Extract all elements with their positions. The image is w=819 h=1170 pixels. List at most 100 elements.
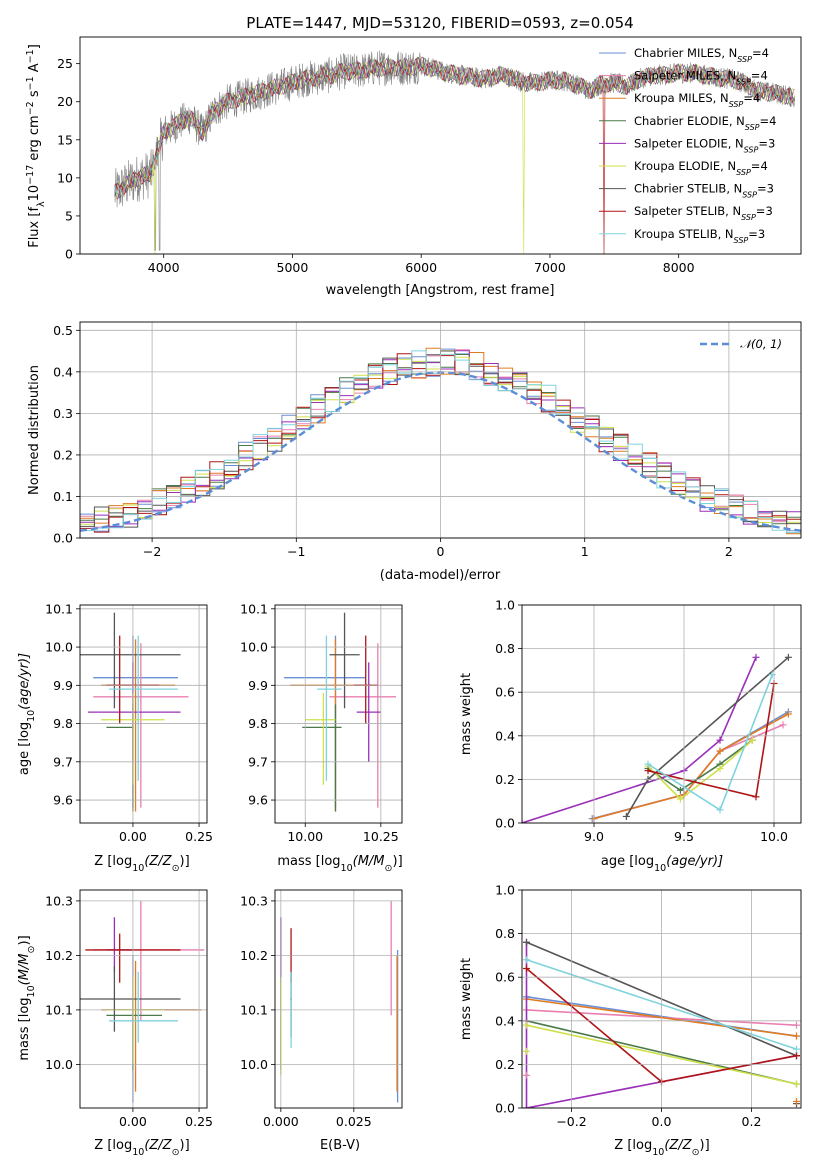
data-point [322,718,325,721]
x-axis-label-part: (Z/Z [664,1138,692,1153]
legend-nssp-sub: SSP [741,213,756,222]
y-tick-label: 10.1 [45,1002,73,1017]
x-tick-label: 10.00 [287,829,323,844]
x-tick-label: 5000 [277,260,309,275]
legend-entry: Salpeter MILES, NSSP=4 [634,69,768,87]
weight-line [522,656,757,823]
legend-nssp-sub: SSP [744,145,759,154]
y-axis-label-part: mass [log [17,997,32,1060]
axes-frame [79,321,802,539]
y-tick-label: 0.4 [53,364,73,379]
x-tick-label: 10.25 [363,829,399,844]
legend-entry: Kroupa ELODIE, NSSP=4 [634,159,768,177]
x-axis-label-part: 10 [132,863,144,874]
data-point [325,688,328,691]
x-tick-label: −2 [143,544,161,559]
legend-entry: Salpeter STELIB, NSSP=3 [634,204,773,222]
y-tick-label: 9.8 [53,716,73,731]
y-tick-label: 0.0 [495,1101,515,1116]
legend-nssp-sub: SSP [745,122,760,131]
legend-nssp-eq: = [757,182,767,196]
y-tick-label: 0.2 [495,1057,515,1072]
x-tick-label: 0.000 [263,1114,299,1129]
x-axis-label: mass [log10(M/M⊙)] [277,854,402,874]
weight-line [593,713,789,820]
x-tick-label: 4000 [148,260,180,275]
y-axis-label-part: ⊙ [26,946,37,954]
x-tick-label: 0 [437,544,445,559]
y-tick-label: 10.1 [240,1002,268,1017]
x-axis-label: E(B-V) [320,1138,360,1153]
y-tick-label: 15 [57,132,73,147]
legend-nssp-value: 4 [760,69,767,83]
y-tick-label: 0.4 [495,728,515,743]
axes-frame [79,36,802,255]
y-axis-label-part: )] [17,935,32,945]
model-spectrum [114,58,795,198]
x-tick-label: 0.25 [185,1114,213,1129]
x-tick-label: 1 [581,544,589,559]
y-tick-label: 0.0 [53,531,73,546]
legend-nssp-label: , N [713,91,729,105]
spectrum-axes-plot-area [114,50,795,254]
model-spectrum [114,57,795,254]
y-axis-label-part: age [log [17,722,32,775]
x-axis-label-part: Z [log [94,854,132,869]
y-axis-label: Normed distribution [27,365,42,495]
axes-frame [521,889,802,1109]
legend-nssp-sub: SSP [736,77,751,86]
y-axis-label-part: erg cm [27,115,42,164]
legend-nssp-label: , N [726,182,742,196]
y-tick-label: 10.1 [45,601,73,616]
legend-name: Chabrier STELIB [634,182,726,196]
y-axis-label-part: ] [27,44,42,49]
y-axis-label: mass [log10(M/M⊙)] [17,935,37,1060]
y-tick-label: 10 [57,170,73,185]
y-tick-label: 9.9 [53,678,73,693]
x-tick-label: 0.0 [652,1114,672,1129]
legend-name: Kroupa STELIB [634,227,718,241]
data-point [113,998,116,1000]
y-tick-label: 0.6 [495,685,515,700]
y-axis-label: Flux [fλ10−17 erg cm−2 s−1 A−1] [25,44,47,248]
y-tick-label: 10.0 [240,1057,268,1072]
ebv_mass-axes: 0.000 0.025 10.0 10.1 10.2 10.3 E(B-V) [240,889,403,1153]
legend-entry: Salpeter ELODIE, NSSP=3 [634,136,775,154]
legend-nssp-eq: = [743,91,753,105]
x-axis-label-part: ⊙ [172,1147,180,1158]
legend-nssp-eq: = [748,227,758,241]
x-tick-label: 0.00 [119,829,147,844]
legend-nssp-sub: SSP [742,190,757,199]
y-axis-label: age [log10(age/yr)] [17,653,37,775]
legend-nssp-label: , N [720,159,736,173]
x-axis-label: Z [log10(Z/Z⊙)] [614,1138,709,1158]
x-axis-label-part: 10 [652,1147,664,1158]
legend-entry: Chabrier STELIB, NSSP=3 [634,182,774,200]
y-tick-label: 10.2 [45,948,73,963]
legend-nssp-eq: = [760,114,770,128]
z_age-axes: 0.00 0.259.69.79.89.910.010.1Z [log10(Z/Z… [17,601,213,873]
legend-nssp-value: 4 [769,114,776,128]
legend-nssp-value: 4 [760,159,767,173]
x-axis-label-part: Z [log [94,1138,132,1153]
data-point [137,1019,140,1022]
y-tick-label: 10.0 [240,640,268,655]
mass_age-axes-plot-area [284,612,396,812]
x-tick-label: 8000 [663,260,695,275]
y-tick-label: 9.6 [248,793,268,808]
y-tick-label: 1.0 [495,598,515,613]
x-axis-label: Z [log10(Z/Z⊙)] [94,1138,189,1158]
legend-nssp-sub: SSP [734,235,749,244]
x-axis-label-part: )] [700,1138,710,1153]
y-tick-label: 0.2 [495,772,515,787]
y-axis-label-part: 10 [26,710,37,722]
x-tick-label: 0.00 [119,1114,147,1129]
x-tick-label: 9.0 [584,829,604,844]
chart-title: PLATE=1447, MJD=53120, FIBERID=0593, z=0… [246,14,633,32]
legend-name: Salpeter MILES [634,69,720,83]
y-tick-label: 9.9 [248,678,268,693]
spectrum-axes: 4000 5000 6000 7000 8000 0 5 10 15 20 25 PLATE=1447… [25,14,802,298]
data-point [334,726,337,729]
